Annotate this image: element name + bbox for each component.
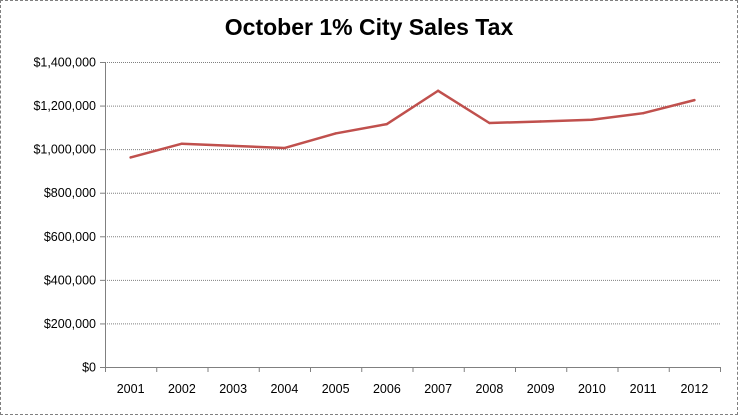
data-point [231, 144, 235, 148]
data-point [488, 121, 491, 125]
y-tick-label: $1,200,000 [33, 99, 96, 113]
x-tick-label: 2011 [630, 382, 657, 396]
data-point [436, 89, 440, 92]
data-point [385, 122, 389, 126]
data-point [590, 118, 594, 121]
x-tick-label: 2012 [680, 382, 708, 396]
data-point [641, 111, 645, 115]
x-tick-label: 2003 [219, 382, 247, 396]
x-tick-label: 2001 [117, 382, 145, 396]
x-tick-label: 2002 [168, 382, 196, 396]
data-point [693, 98, 696, 102]
data-point [129, 156, 132, 159]
data-point [334, 132, 337, 135]
y-tick-label: $200,000 [44, 317, 96, 331]
x-tick-label: 2009 [527, 382, 555, 396]
x-tick-label: 2006 [373, 382, 401, 396]
y-tick-label: $600,000 [44, 230, 96, 244]
x-tick-label: 2007 [424, 382, 452, 396]
data-point [180, 142, 184, 145]
series-line [129, 89, 696, 159]
data-point [539, 120, 542, 123]
x-tick-label: 2004 [270, 382, 298, 396]
x-tick-label: 2005 [322, 382, 350, 396]
data-point [283, 146, 286, 150]
x-tick-label: 2010 [578, 382, 606, 396]
y-tick-label: $0 [82, 361, 96, 375]
y-tick-label: $400,000 [44, 273, 96, 287]
y-tick-label: $1,400,000 [33, 56, 96, 70]
y-tick-label: $800,000 [44, 186, 96, 200]
y-tick-label: $1,000,000 [33, 143, 96, 157]
x-tick-label: 2008 [475, 382, 503, 396]
chart-title: October 1% City Sales Tax [224, 14, 514, 40]
